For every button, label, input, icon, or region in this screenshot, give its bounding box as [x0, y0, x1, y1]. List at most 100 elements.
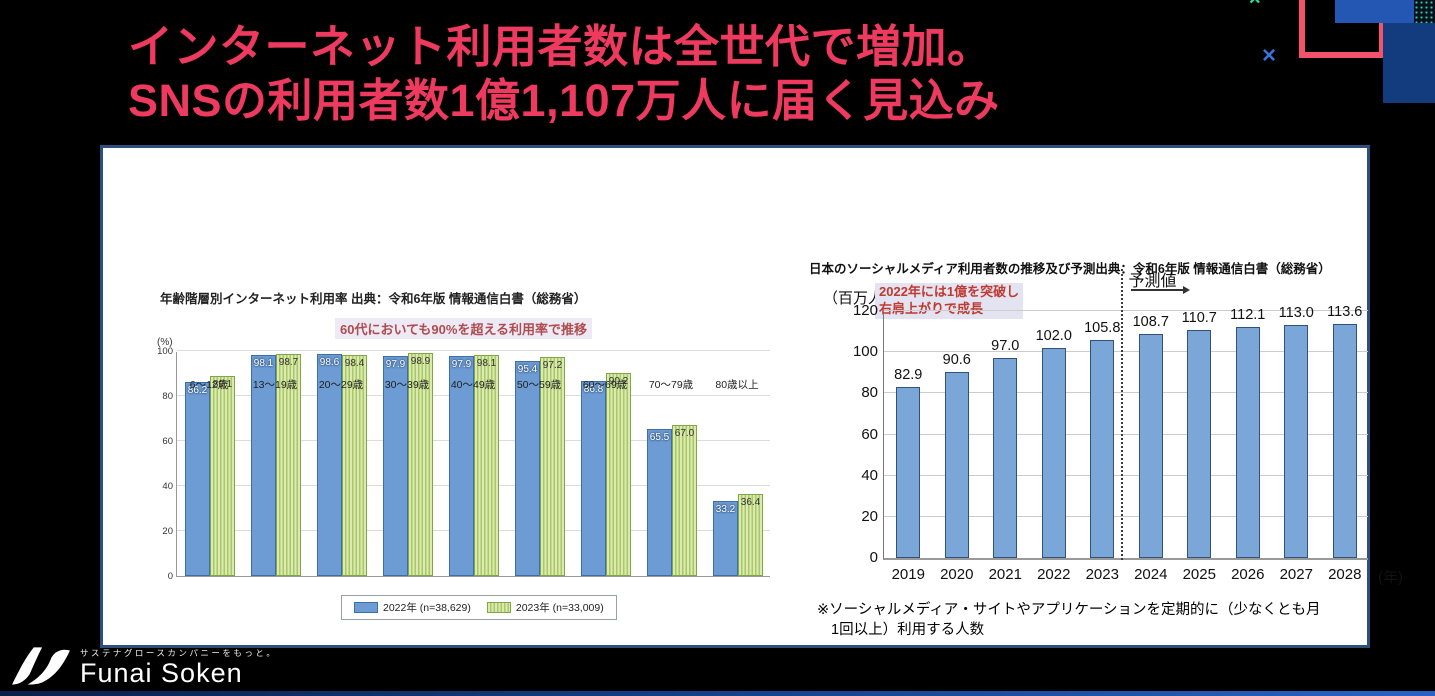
gridline: [884, 474, 1368, 476]
forecast-arrow: [1130, 289, 1183, 291]
bar-2022年-70～79歳: [647, 428, 672, 576]
content-card: 年齢階層別インターネット利用率 出典：令和6年版 情報通信白書（総務省） 60代…: [100, 145, 1403, 648]
legend-label: 2023年 (n=33,009): [515, 602, 604, 614]
y-tick-label: 20: [162, 526, 173, 537]
bar-value-label: 65.5: [649, 431, 670, 443]
bar-2021: [993, 358, 1018, 558]
decoration-dotted-rect: [1414, 0, 1435, 23]
bar-2026: [1235, 327, 1260, 558]
bar-value-label: 97.2: [542, 360, 563, 372]
left-chart-title: 年齢階層別インターネット利用率 出典：令和6年版 情報通信白書（総務省）: [160, 292, 587, 306]
left-chart-y-unit: (%): [157, 337, 173, 348]
x-axis-label-2022: 2022: [1037, 566, 1071, 583]
bar-value-label: 98.9: [410, 356, 431, 368]
gridline: [884, 392, 1368, 394]
decoration-navy-rect: [1383, 23, 1435, 103]
footnote-line1: ※ソーシャルメディア・サイトやアプリケーションを定期的に（少なくとも月: [817, 602, 1321, 618]
legend-item: 2023年 (n=33,009): [486, 600, 604, 615]
x-axis-label-70～79歳: 70～79歳: [648, 379, 694, 391]
bar-2019: [896, 387, 921, 558]
logo-tagline: サステナグロースカンパニーをもっと。: [80, 648, 278, 658]
right-chart-annotation-line1: 2022年には1億を突破し: [879, 284, 1020, 299]
bar-value-label: 98.6: [319, 357, 340, 369]
bar-2023年-30～39歳: [408, 353, 433, 576]
bar-value-label-2019: 82.9: [894, 367, 923, 384]
decoration-blue-rect: [1335, 0, 1414, 23]
x-axis-label-2019: 2019: [891, 566, 925, 583]
bar-2020: [944, 371, 969, 558]
y-tick-label: 60: [162, 436, 173, 447]
bar-2028: [1332, 324, 1357, 558]
y-tick-label: 40: [861, 466, 878, 484]
y-tick-label: 0: [167, 571, 173, 582]
legend-swatch: [354, 602, 378, 613]
legend-label: 2022年 (n=38,629): [383, 602, 471, 614]
bar-value-label-2028: 113.6: [1327, 304, 1363, 321]
bar-value-label-2024: 108.7: [1132, 314, 1169, 331]
y-tick-label: 100: [157, 346, 173, 357]
bar-value-label-2020: 90.6: [942, 351, 971, 368]
forecast-arrow-head: [1182, 286, 1190, 294]
right-chart-footnote: ※ソーシャルメディア・サイトやアプリケーションを定期的に（少なくとも月 1回以上…: [817, 600, 1397, 641]
close-icon[interactable]: ×: [1262, 42, 1277, 69]
bar-2022年-40～49歳: [449, 355, 474, 576]
y-tick-label: 60: [861, 425, 878, 443]
left-chart-legend: 2022年 (n=38,629) 2023年 (n=33,009): [341, 595, 617, 620]
gridline: [884, 351, 1368, 353]
bar-2027: [1284, 325, 1309, 558]
bar-value-label-2025: 110.7: [1181, 310, 1217, 327]
gridline: [177, 350, 770, 351]
bar-value-label: 97.9: [451, 358, 472, 370]
x-axis-label-13～19歳: 13～19歳: [252, 379, 298, 391]
x-axis-label-50～59歳: 50～59歳: [516, 379, 562, 391]
x-axis-label-2023: 2023: [1085, 566, 1119, 583]
bar-value-label-2026: 112.1: [1230, 307, 1266, 324]
y-tick-label: 0: [869, 549, 878, 566]
bar-2022年-30～39歳: [383, 355, 408, 576]
bar-value-label: 86.2: [187, 385, 208, 397]
right-chart-annotation: 2022年には1億を突破し 右肩上がりで成長: [875, 283, 1024, 319]
legend-swatch: [486, 602, 511, 613]
left-chart-plot-area: 0 20 40 60 80 100 86.2 89.1 98.1 98.7 98.6 98.4 97.9…: [157, 346, 770, 582]
y-tick-label: 80: [162, 391, 173, 402]
gridline: [884, 310, 1368, 311]
bar-2023年-50～59歳: [540, 357, 565, 576]
bar-2023年-80歳以上: [738, 494, 763, 576]
x-axis-label-40～49歳: 40～49歳: [450, 379, 496, 391]
footer: サステナグロースカンパニーをもっと。 Funai Soken: [10, 645, 277, 687]
x-axis-label-30～39歳: 30～39歳: [384, 379, 430, 391]
bar-2022年-20～29歳: [317, 354, 342, 576]
bar-value-label: 36.4: [740, 497, 761, 509]
bar-value-label: 98.4: [344, 357, 365, 369]
bar-value-label: 98.1: [253, 358, 274, 370]
bar-value-label: 98.1: [476, 358, 497, 370]
bar-value-label: 67.0: [674, 428, 695, 440]
slide-title-line2: SNSの利用者数1億1,107万人に届く見込み: [128, 75, 1000, 126]
bar-value-label: 98.7: [278, 356, 299, 368]
x-axis-label-2028: 2028: [1328, 566, 1362, 583]
bar-value-label-2022: 102.0: [1035, 328, 1072, 345]
decoration-x-icon: ×: [1249, 0, 1261, 11]
x-axis-label-6～12歳: 6～12歳: [189, 379, 229, 391]
bar-2022年-6～12歳: [185, 382, 210, 576]
x-axis-label-2026: 2026: [1231, 566, 1265, 583]
bar-2023: [1090, 340, 1115, 558]
bar-2024: [1138, 334, 1163, 558]
y-tick-label: 40: [162, 481, 173, 492]
bar-2022: [1041, 348, 1066, 558]
bar-2023年-6～12歳: [210, 375, 235, 576]
y-tick-label: 20: [861, 507, 878, 525]
bar-2023年-20～29歳: [342, 354, 367, 576]
bar-value-label: 33.2: [715, 504, 736, 516]
bar-2023年-60～69歳: [606, 373, 631, 576]
bar-value-label-2021: 97.0: [991, 338, 1020, 355]
right-chart-annotation-line2: 右肩上がりで成長: [879, 300, 984, 316]
left-chart-annotation: 60代においても90%を超える利用率で推移: [335, 318, 593, 339]
gridline: [884, 515, 1368, 517]
slide-title-line1: インターネット利用者数は全世代で増加。: [128, 21, 993, 72]
footnote-line2: 1回以上）利用する人数: [831, 622, 985, 639]
bar-2022年-80歳以上: [713, 501, 738, 576]
bar-2023年-13～19歳: [276, 353, 301, 576]
bar-2025: [1187, 330, 1212, 558]
x-axis-label-2024: 2024: [1134, 566, 1168, 583]
